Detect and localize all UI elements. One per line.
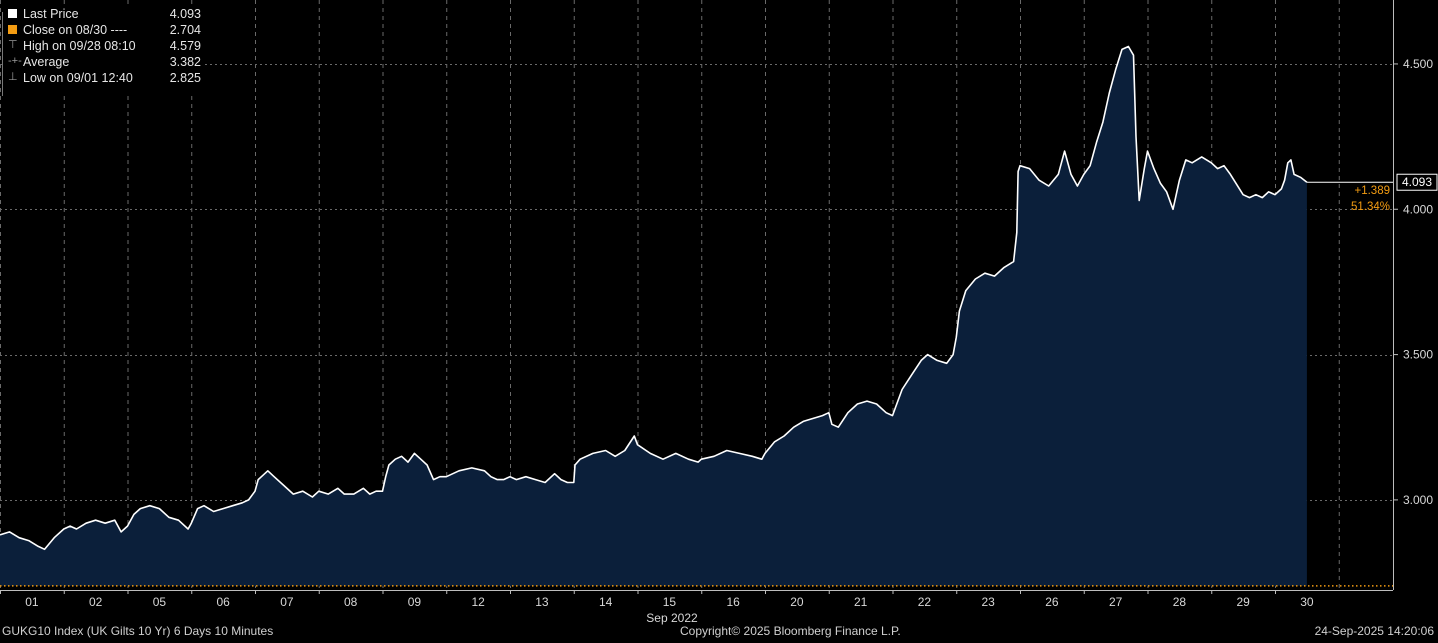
x-tick-label: 23 [981, 595, 995, 609]
legend-bracket [2, 12, 13, 96]
x-tick-label: 01 [25, 595, 39, 609]
y-tick-label: 3.500 [1403, 348, 1433, 362]
x-tick-label: 07 [280, 595, 294, 609]
low-marker-icon: ⊥ [8, 71, 18, 83]
x-tick-label: 12 [471, 595, 485, 609]
legend-value: 3.382 [169, 55, 201, 69]
value-labels: 4.093 +1.389 51.34% [1306, 173, 1438, 213]
legend-value: 2.704 [169, 23, 201, 37]
footer-timestamp: 24-Sep-2025 14:20:06 [1314, 624, 1434, 638]
y-tick-label: 3.000 [1403, 493, 1433, 507]
legend-value: 4.579 [169, 39, 201, 53]
x-tick-label: 14 [599, 595, 613, 609]
legend-item-low[interactable]: ⊥ Low on 09/01 12:40 2.825 [2, 70, 205, 86]
legend-value: 4.093 [169, 7, 201, 21]
chart-legend[interactable]: Last Price 4.093 Close on 08/30 ---- 2.7… [2, 6, 205, 96]
x-tick-label: 09 [408, 595, 422, 609]
x-axis-title: Sep 2022 [646, 611, 698, 625]
area-fill [0, 46, 1307, 586]
x-tick-label: 22 [918, 595, 932, 609]
y-tick-label: 4.500 [1403, 57, 1433, 71]
legend-item-close[interactable]: Close on 08/30 ---- 2.704 [2, 22, 205, 38]
legend-item-high[interactable]: ⊤ High on 09/28 08:10 4.579 [2, 38, 205, 54]
legend-label: Close on 08/30 ---- [23, 23, 128, 37]
x-tick-label: 06 [216, 595, 230, 609]
x-tick-label: 13 [535, 595, 549, 609]
x-tick-label: 16 [726, 595, 740, 609]
orange-square-icon [8, 25, 17, 34]
footer-ticker: GUKG10 Index (UK Gilts 10 Yr) 6 Days 10 … [2, 624, 274, 638]
x-tick-label: 28 [1173, 595, 1187, 609]
x-tick-label: 27 [1109, 595, 1123, 609]
price-line [0, 45, 1308, 551]
high-marker-icon: ⊤ [8, 39, 18, 51]
x-tick-label: 05 [153, 595, 167, 609]
y-tick-label: 4.000 [1403, 202, 1433, 216]
legend-label: Average [23, 55, 70, 69]
x-tick-label: 21 [854, 595, 868, 609]
legend-label: Low on 09/01 12:40 [23, 71, 133, 85]
last-price-label: 4.093 [1402, 175, 1432, 189]
x-tick-label: 20 [790, 595, 804, 609]
x-tick-label: 29 [1236, 595, 1250, 609]
x-tick-label: 26 [1045, 595, 1059, 609]
x-tick-label: 15 [663, 595, 677, 609]
legend-label: High on 09/28 08:10 [23, 39, 136, 53]
tick-labels: 3.000 3.500 4.000 4.500 01 02 05 06 07 08 09 12 13 14… [0, 57, 1433, 625]
axes [0, 0, 1394, 591]
legend-item-last-price[interactable]: Last Price 4.093 [2, 6, 205, 22]
legend-item-average[interactable]: -+- Average 3.382 [2, 54, 205, 70]
last-price-box [1396, 173, 1438, 191]
change-pct-label: 51.34% [1351, 201, 1390, 213]
x-tick-label: 08 [344, 595, 358, 609]
price-area [0, 45, 1308, 586]
legend-label: Last Price [23, 7, 79, 21]
x-tick-label: 30 [1300, 595, 1314, 609]
white-square-icon [8, 9, 17, 18]
x-tick-label: 02 [89, 595, 103, 609]
footer-copyright: Copyright© 2025 Bloomberg Finance L.P. [680, 624, 901, 638]
average-marker-icon: -+- [8, 55, 22, 67]
legend-value: 2.825 [169, 71, 201, 85]
change-label: +1.389 [1355, 185, 1391, 197]
